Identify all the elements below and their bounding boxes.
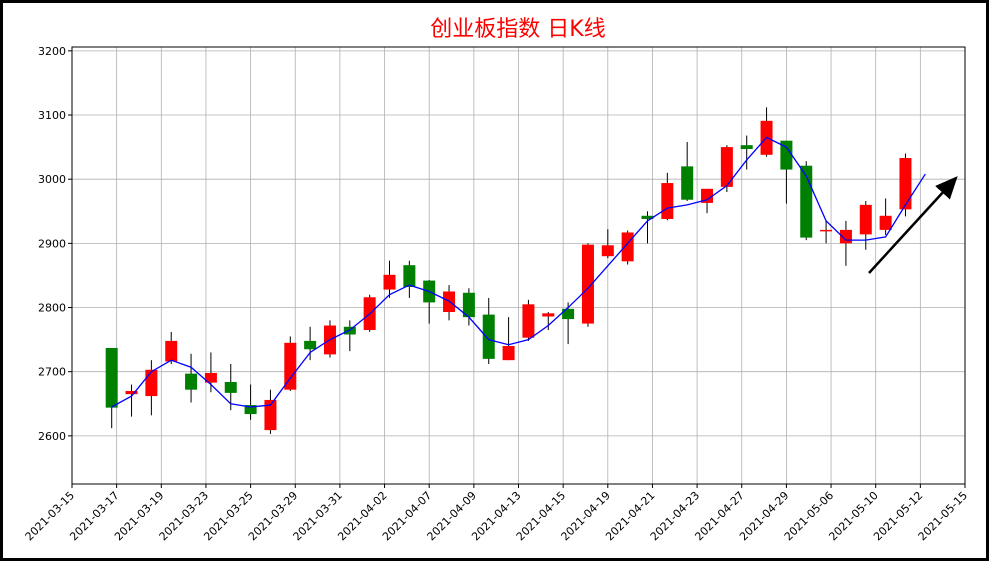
candle-body: [403, 265, 416, 287]
candle-body: [581, 244, 594, 324]
candle-body: [820, 229, 833, 232]
candle-body: [125, 390, 138, 395]
candle-body: [661, 183, 674, 219]
candle-body: [482, 314, 495, 359]
y-tick-label: 3200: [38, 45, 66, 58]
candle-body: [740, 145, 753, 150]
moving-average-line: [111, 136, 926, 408]
candle-body: [562, 308, 575, 320]
candle-body: [899, 158, 912, 210]
candle-body: [701, 188, 714, 203]
candle-body: [145, 369, 158, 397]
trend-arrow: [868, 176, 958, 274]
candle-body: [244, 405, 257, 415]
candle-body: [224, 381, 237, 393]
candle-body: [204, 372, 217, 383]
plot: [105, 107, 926, 434]
y-tick-label: 2600: [38, 430, 66, 443]
candle-body: [681, 166, 694, 200]
y-tick-label: 3100: [38, 109, 66, 122]
candle-body: [601, 245, 614, 257]
candle-body: [105, 347, 118, 408]
candle-body: [165, 340, 178, 362]
y-tick-label: 2900: [38, 237, 66, 250]
candle-body: [641, 215, 654, 219]
candle-body: [304, 340, 317, 350]
chart-title: 创业板指数 日K线: [430, 17, 605, 42]
candle-body: [264, 399, 277, 431]
y-tick-label: 2700: [38, 366, 66, 379]
y-tick-label: 3000: [38, 173, 66, 186]
candle-body: [621, 232, 634, 262]
candle-body: [522, 304, 535, 338]
y-tick-label: 2800: [38, 302, 66, 315]
candle-body: [720, 147, 733, 187]
candle-body: [185, 373, 198, 390]
candle-body: [879, 215, 892, 230]
plot-frame: [71, 46, 966, 485]
candle-body: [462, 292, 475, 318]
candle-body: [502, 346, 515, 361]
candle-body: [284, 342, 297, 390]
candle-body: [780, 140, 793, 170]
candle-body: [859, 204, 872, 235]
candle-body: [383, 274, 396, 290]
candle-body: [542, 313, 555, 317]
